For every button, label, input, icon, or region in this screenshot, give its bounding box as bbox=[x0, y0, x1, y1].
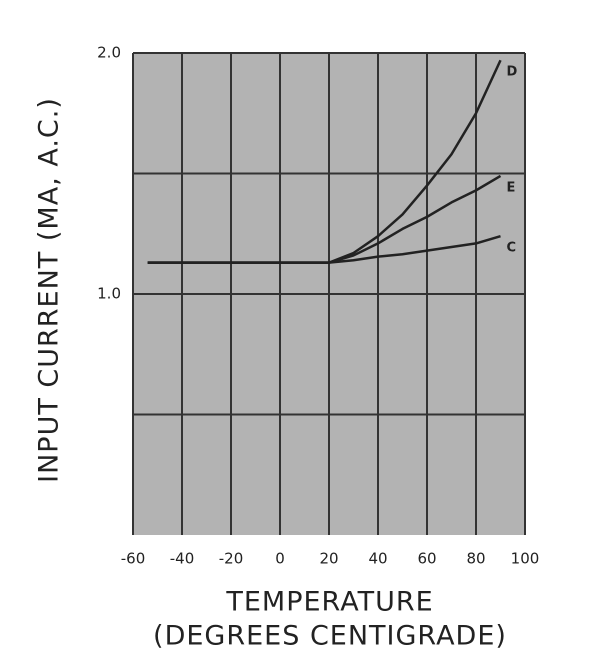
x-tick-label: 60 bbox=[417, 550, 436, 568]
x-tick-label: -60 bbox=[121, 550, 146, 568]
x-tick-label: 0 bbox=[275, 550, 285, 568]
x-tick-label: -40 bbox=[170, 550, 195, 568]
x-tick-label: 100 bbox=[511, 550, 540, 568]
line bbox=[147, 234, 501, 264]
x-tick-label: 20 bbox=[319, 550, 338, 568]
x-axis-title: (DEGREES CENTIGRADE) bbox=[153, 621, 507, 652]
series-label: C bbox=[507, 241, 517, 256]
series-label: D bbox=[507, 65, 518, 80]
y-axis-title: INPUT CURRENT (MA, A.C.) bbox=[34, 97, 65, 483]
x-tick-label: -20 bbox=[219, 550, 244, 568]
series-label: E bbox=[507, 180, 516, 195]
y-tick-label: 1.0 bbox=[97, 285, 121, 303]
x-tick-label: 40 bbox=[368, 550, 387, 568]
y-tick-label: 2.0 bbox=[97, 44, 121, 62]
x-tick-label: 80 bbox=[466, 550, 485, 568]
x-axis-title: TEMPERATURE bbox=[225, 587, 433, 618]
